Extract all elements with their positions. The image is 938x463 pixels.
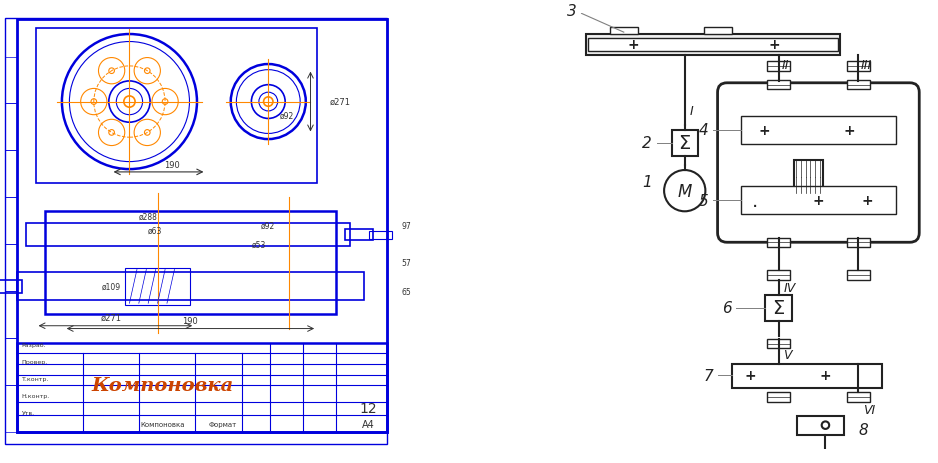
Text: IV: IV — [783, 281, 795, 294]
Text: +: + — [628, 38, 639, 52]
Bar — [610, 27, 638, 35]
Bar — [586, 35, 840, 56]
Text: А4: А4 — [362, 419, 375, 429]
Text: 65: 65 — [401, 287, 411, 296]
Bar — [767, 238, 790, 247]
Text: Т.контр.: Т.контр. — [22, 376, 49, 381]
Bar — [26, 224, 350, 246]
Bar — [0, 280, 22, 293]
Text: Формат: Формат — [209, 421, 237, 427]
Text: 97: 97 — [401, 221, 411, 231]
Text: I: I — [689, 105, 693, 118]
Text: Утв.: Утв. — [22, 410, 35, 415]
Text: 12: 12 — [360, 401, 377, 415]
Bar — [5, 291, 17, 338]
Text: III: III — [861, 58, 872, 71]
Bar — [767, 271, 790, 280]
Bar — [5, 385, 17, 432]
Text: Провер.: Провер. — [22, 359, 48, 364]
Text: ø63: ø63 — [148, 226, 162, 235]
Bar — [797, 416, 844, 435]
Bar — [125, 268, 190, 306]
Bar — [5, 244, 17, 291]
Bar — [5, 338, 17, 385]
Text: 2: 2 — [643, 136, 652, 151]
Bar — [732, 364, 882, 388]
Text: 7: 7 — [704, 368, 713, 383]
Bar — [847, 238, 870, 247]
Bar — [17, 273, 364, 301]
Bar — [847, 393, 870, 402]
Bar — [741, 116, 896, 144]
Bar — [369, 232, 392, 239]
Text: Компоновка: Компоновка — [91, 376, 234, 394]
Bar — [5, 198, 17, 244]
Text: +: + — [745, 369, 756, 382]
Text: Компоновка: Компоновка — [140, 421, 185, 427]
Bar — [765, 295, 792, 321]
Bar — [767, 339, 790, 349]
Text: ø92: ø92 — [261, 221, 275, 231]
Bar — [5, 57, 17, 104]
Text: +: + — [862, 194, 873, 207]
Text: +: + — [820, 369, 831, 382]
Bar — [767, 393, 790, 402]
Bar — [847, 81, 870, 90]
Text: V: V — [783, 349, 792, 362]
Text: +: + — [843, 124, 855, 138]
Text: +: + — [812, 194, 824, 207]
Text: ø271: ø271 — [100, 313, 121, 322]
FancyBboxPatch shape — [718, 84, 919, 243]
Text: 5: 5 — [699, 193, 708, 208]
Circle shape — [822, 421, 829, 429]
Text: 190: 190 — [183, 316, 198, 325]
Bar — [17, 343, 387, 432]
Bar — [5, 151, 17, 198]
Bar — [741, 187, 896, 215]
Text: Σ: Σ — [772, 299, 785, 318]
Bar — [767, 62, 790, 71]
Text: VI: VI — [863, 403, 875, 416]
Text: Σ: Σ — [678, 134, 691, 153]
Text: 8: 8 — [858, 422, 868, 438]
Text: 4: 4 — [699, 123, 708, 138]
Text: Н.контр.: Н.контр. — [22, 393, 50, 398]
Bar — [36, 29, 317, 184]
Bar — [45, 212, 336, 315]
Text: Разраб.: Разраб. — [22, 342, 46, 347]
Text: .: . — [752, 191, 758, 210]
Bar — [847, 271, 870, 280]
Text: ø53: ø53 — [251, 240, 265, 249]
Text: 57: 57 — [401, 259, 411, 268]
Bar — [794, 160, 823, 194]
Bar — [345, 230, 373, 241]
Text: М: М — [677, 182, 692, 200]
Text: +: + — [759, 124, 770, 138]
Bar — [5, 104, 17, 151]
Text: ø92: ø92 — [280, 112, 294, 121]
Text: ø109: ø109 — [101, 282, 120, 291]
Text: +: + — [768, 38, 779, 52]
Text: 3: 3 — [567, 4, 577, 19]
Bar — [847, 62, 870, 71]
Bar — [704, 27, 732, 35]
Text: 1: 1 — [643, 175, 652, 189]
Text: II: II — [781, 58, 789, 71]
Bar — [767, 81, 790, 90]
Bar — [588, 39, 838, 52]
Text: 190: 190 — [164, 161, 179, 170]
Bar — [672, 131, 698, 156]
Circle shape — [664, 171, 705, 212]
Text: ø271: ø271 — [329, 98, 350, 107]
Text: ø288: ø288 — [139, 212, 158, 221]
Text: 6: 6 — [722, 301, 732, 316]
